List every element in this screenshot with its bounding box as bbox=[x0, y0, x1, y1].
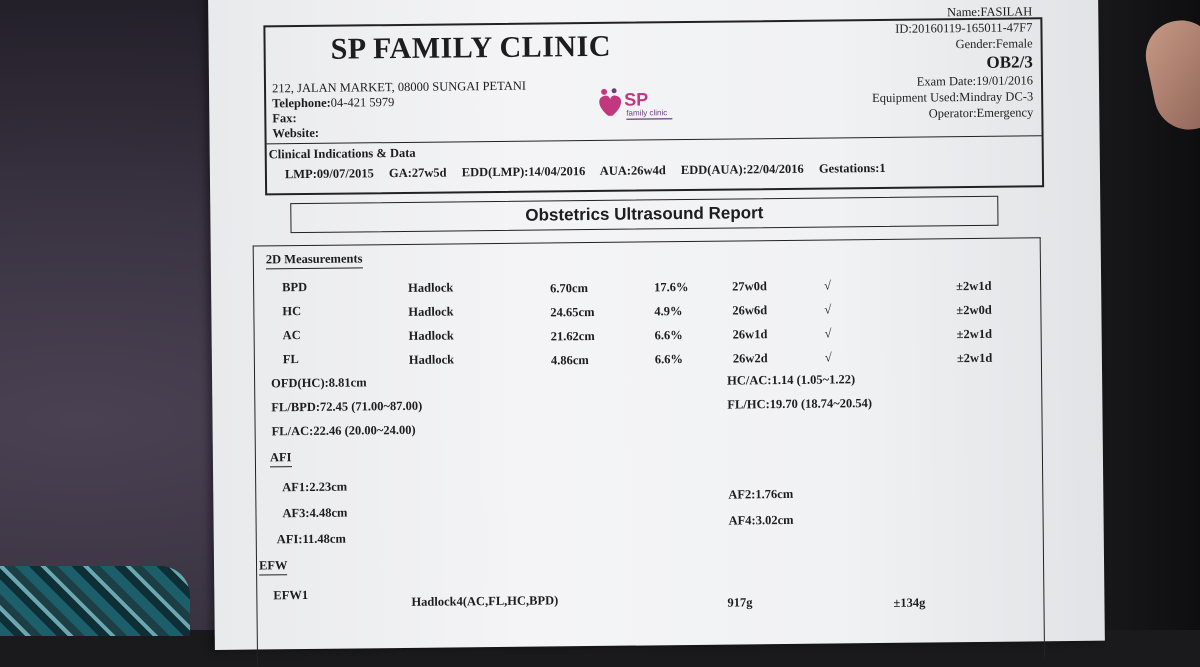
website-label: Website: bbox=[272, 125, 320, 141]
gestations: Gestations:1 bbox=[818, 160, 886, 176]
fl-check: √ bbox=[824, 350, 832, 365]
clinic-address-block: 212, JALAN MARKET, 08000 SUNGAI PETANI T… bbox=[272, 79, 527, 142]
fl-hc-ratio: FL/HC:19.70 (18.74~20.54) bbox=[727, 396, 873, 412]
efw1-sd: ±134g bbox=[893, 595, 926, 610]
bpd-sd: ±2w1d bbox=[956, 278, 992, 294]
ac-label: AC bbox=[282, 328, 301, 343]
ac-ga: 26w1d bbox=[732, 327, 768, 342]
hc-label: HC bbox=[282, 304, 302, 319]
ac-check: √ bbox=[824, 326, 832, 341]
bpd-ga: 27w0d bbox=[732, 279, 767, 294]
equipment-used: Equipment Used:Mindray DC-3 bbox=[872, 89, 1034, 106]
background-fabric bbox=[0, 566, 190, 636]
patient-gender: Gender:Female bbox=[955, 36, 1033, 52]
fl-value: 4.86cm bbox=[550, 353, 589, 368]
telephone-value: 04-421 5979 bbox=[330, 95, 395, 110]
hc-value: 24.65cm bbox=[550, 304, 595, 320]
operator: Operator:Emergency bbox=[928, 105, 1034, 121]
fl-sd: ±2w1d bbox=[956, 350, 993, 366]
clinic-address: 212, JALAN MARKET, 08000 SUNGAI PETANI bbox=[271, 78, 527, 96]
aua: AUA:26w4d bbox=[599, 163, 666, 178]
af4: AF4:3.02cm bbox=[728, 512, 794, 528]
ac-sd: ±2w1d bbox=[956, 326, 993, 342]
clinical-indications-title: Clinical Indications & Data bbox=[268, 145, 416, 162]
ac-method: Hadlock bbox=[408, 328, 454, 343]
efw1-method: Hadlock4(AC,FL,HC,BPD) bbox=[411, 593, 559, 609]
ac-value: 21.62cm bbox=[550, 328, 595, 344]
bpd-method: Hadlock bbox=[408, 280, 454, 295]
fl-percent: 6.6% bbox=[654, 352, 684, 367]
fl-label: FL bbox=[282, 352, 299, 367]
hc-method: Hadlock bbox=[408, 304, 454, 319]
edd-lmp: EDD(LMP):14/04/2016 bbox=[461, 164, 586, 180]
report-paper: SP FAMILY CLINIC 212, JALAN MARKET, 0800… bbox=[208, 0, 1105, 667]
header-box: SP FAMILY CLINIC 212, JALAN MARKET, 0800… bbox=[263, 4, 1045, 196]
af1: AF1:2.23cm bbox=[282, 479, 348, 495]
patient-name: Name:FASILAH bbox=[947, 4, 1033, 20]
clinical-data-row: LMP:09/07/2015 GA:27w5d EDD(LMP):14/04/2… bbox=[285, 161, 896, 182]
afi-total: AFI:11.48cm bbox=[276, 531, 346, 547]
lmp: LMP:09/07/2015 bbox=[284, 166, 374, 182]
afi-title: AFI bbox=[269, 450, 292, 468]
edd-aua: EDD(AUA):22/04/2016 bbox=[680, 161, 804, 178]
ac-percent: 6.6% bbox=[654, 328, 683, 343]
ofd-hc: OFD(HC):8.81cm bbox=[271, 375, 367, 391]
measurements-box: 2D Measurements BPD Hadlock 6.70cm 17.6%… bbox=[252, 237, 1046, 667]
hc-sd: ±2w0d bbox=[956, 302, 992, 318]
report-code: OB2/3 bbox=[986, 52, 1033, 72]
bpd-label: BPD bbox=[282, 279, 308, 295]
efw1-value: 917g bbox=[727, 595, 753, 610]
bpd-value: 6.70cm bbox=[550, 281, 589, 296]
measurements-title: 2D Measurements bbox=[265, 251, 363, 270]
patient-id: ID:20160119-165011-47F7 bbox=[895, 20, 1033, 36]
hc-ac-ratio: HC/AC:1.14 (1.05~1.22) bbox=[727, 372, 856, 388]
efw1-label: EFW1 bbox=[273, 587, 309, 603]
clinic-logo: SP family clinic bbox=[599, 88, 673, 120]
svg-text:SP: SP bbox=[624, 89, 648, 109]
patient-info: Name:FASILAH ID:20160119-165011-47F7 Gen… bbox=[871, 3, 1033, 122]
fl-method: Hadlock bbox=[408, 352, 455, 367]
report-title: Obstetrics Ultrasound Report bbox=[290, 195, 999, 234]
bpd-percent: 17.6% bbox=[654, 279, 689, 295]
efw-title: EFW bbox=[258, 558, 288, 576]
hc-check: √ bbox=[824, 302, 832, 317]
fl-ga: 26w2d bbox=[732, 351, 768, 366]
exam-date: Exam Date:19/01/2016 bbox=[916, 73, 1034, 89]
af3: AF3:4.48cm bbox=[282, 505, 348, 521]
hc-ga: 26w6d bbox=[732, 303, 768, 318]
gestational-age: GA:27w5d bbox=[388, 165, 447, 181]
fl-ac-ratio: FL/AC:22.46 (20.00~24.00) bbox=[271, 422, 416, 439]
hc-percent: 4.9% bbox=[654, 304, 683, 319]
bpd-check: √ bbox=[824, 278, 832, 293]
af2: AF2:1.76cm bbox=[728, 486, 794, 502]
svg-text:family clinic: family clinic bbox=[626, 108, 667, 117]
fl-bpd-ratio: FL/BPD:72.45 (71.00~87.00) bbox=[271, 398, 423, 415]
clinic-name: SP FAMILY CLINIC bbox=[330, 29, 612, 66]
telephone-label: Telephone: bbox=[272, 95, 331, 111]
